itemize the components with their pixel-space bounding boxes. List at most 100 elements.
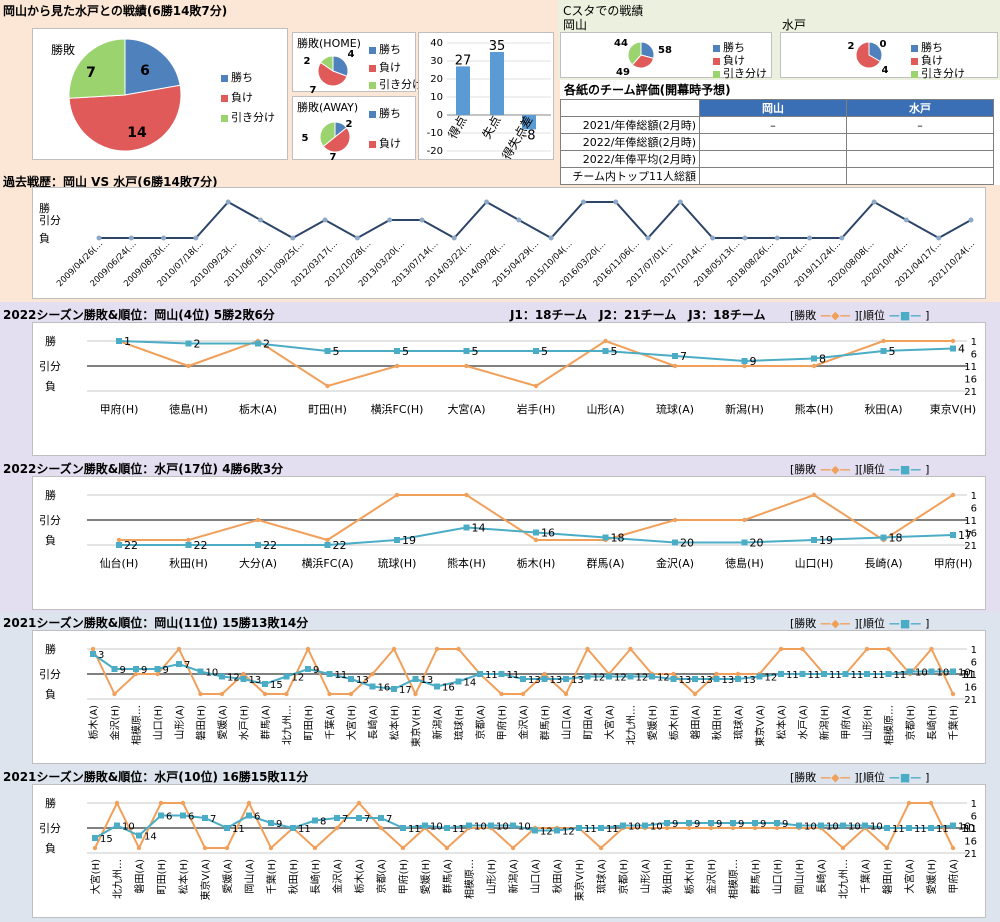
result-point — [334, 825, 340, 831]
category-label: 横浜FC(A) — [301, 556, 353, 570]
result-point — [742, 363, 747, 369]
row-value-a — [699, 133, 847, 151]
category-label: 相模原… — [130, 705, 143, 745]
season-legend: [勝敗 —◆— ][順位 —■— ] — [790, 307, 929, 323]
legend-end-label: ] — [925, 771, 930, 784]
rank-point — [818, 822, 824, 829]
rank-point — [520, 676, 526, 682]
rank-data-label: 13 — [679, 675, 692, 686]
rank-data-label: 22 — [263, 539, 277, 552]
rank-data-label: 13 — [700, 675, 713, 686]
category-label: 千葉(A) — [859, 859, 872, 894]
row-value-a — [699, 167, 847, 185]
rank-data-label: 17 — [399, 685, 412, 696]
rank-point — [180, 812, 186, 819]
rank-point — [324, 542, 331, 548]
rank-point — [394, 537, 400, 543]
rank-data-label: 11 — [606, 824, 619, 835]
category-label: 大宮(A) — [603, 705, 616, 740]
row-label: 2021/年俸総額(2月時) — [560, 116, 700, 134]
rank-point — [627, 673, 634, 680]
rank-data-label: 10 — [826, 822, 839, 833]
home-loss-slice — [317, 61, 348, 87]
away-loss-slice — [322, 126, 351, 153]
wl-label-loss: 負 — [45, 380, 56, 393]
rank-tick: 11 — [964, 824, 977, 835]
rank-point — [477, 671, 483, 677]
rank-data-label: 9 — [760, 819, 766, 830]
category-label: 磐田(H) — [195, 705, 208, 740]
rank-data-label: 12 — [227, 673, 240, 684]
rank-data-label: 13 — [743, 675, 756, 686]
rank-data-label: 15 — [100, 834, 113, 845]
result-point — [312, 845, 318, 851]
rank-data-label: 11 — [892, 824, 905, 835]
rank-point — [796, 822, 802, 829]
rank-data-label: 10 — [870, 822, 883, 833]
result-point — [628, 646, 633, 652]
rank-point — [602, 348, 609, 354]
rank-tick: 21 — [964, 695, 977, 706]
result-point — [112, 691, 117, 697]
result-point — [671, 671, 676, 677]
result-point — [774, 825, 780, 831]
rank-data-label: 11 — [507, 670, 520, 681]
row-label: チーム内トップ11人総額 — [560, 167, 700, 185]
category-label: 東京V(H) — [573, 859, 586, 901]
rank-point — [348, 676, 354, 682]
cs-a-label-win: 44 — [614, 38, 628, 49]
history-point — [161, 235, 167, 241]
rank-data-label: 12 — [614, 673, 627, 684]
rank-point — [670, 676, 677, 682]
result-point — [391, 646, 397, 652]
wl-label-draw: 引分 — [39, 821, 61, 835]
result-point — [928, 800, 934, 806]
category-label: 新潟(A) — [431, 705, 444, 740]
pie-label-draw: 7 — [86, 65, 96, 81]
category-label: 横浜FC(H) — [371, 402, 424, 416]
rank-tick: 6 — [971, 812, 977, 823]
pie-label-loss: 14 — [127, 125, 147, 141]
history-point — [96, 235, 102, 241]
category-label: 長崎(A) — [815, 859, 828, 894]
category-label: 愛媛(H) — [646, 705, 659, 740]
history-point — [774, 235, 780, 241]
rank-data-label: 9 — [738, 819, 744, 830]
history-point — [354, 235, 360, 241]
rank-data-label: 19 — [402, 534, 416, 547]
category-label: 長崎(H) — [309, 859, 322, 894]
rank-data-label: 7 — [342, 814, 348, 825]
rank-data-label: 12 — [562, 827, 575, 838]
rank-point — [334, 815, 340, 821]
rank-point — [907, 668, 913, 675]
category-label: 町田(H) — [304, 705, 315, 740]
history-point — [516, 217, 522, 223]
rank-point — [884, 825, 890, 831]
rank-point — [466, 822, 472, 829]
home-pie-svg: 4 7 2 — [304, 49, 355, 93]
bar-ytick: -20 — [427, 146, 443, 157]
away-draw-slice — [319, 121, 336, 148]
category-label: 北九州… — [626, 705, 638, 745]
rank-point — [444, 825, 450, 831]
wl-label-win: 勝 — [45, 642, 56, 656]
home-legend-win: 勝ち — [369, 41, 401, 57]
chart1-panel: 勝引分負 1 6 11 16 21 1 2 2 5 5 5 5 5 7 9 8 5 4 甲府(H) 徳島(H) 栃木(A)… — [32, 322, 986, 456]
result-point — [305, 646, 311, 652]
history-point — [677, 199, 683, 205]
rank-point — [774, 820, 780, 826]
category-label: 相模原… — [463, 859, 476, 899]
rank-point — [950, 532, 956, 538]
category-label: 栃木(H) — [668, 705, 681, 740]
rank-tick: 16 — [964, 683, 977, 694]
history-point — [451, 235, 457, 241]
rank-point — [533, 348, 539, 354]
rank-data-label: 11 — [829, 670, 842, 681]
category-label: 群馬(A) — [441, 859, 454, 894]
category-label: 熊本(H) — [447, 556, 486, 570]
pie-panel: 勝敗 6 14 7 勝ち 負け 引き分け — [32, 28, 288, 160]
category-label: 新潟(H) — [725, 402, 764, 416]
rank-point — [664, 820, 670, 826]
